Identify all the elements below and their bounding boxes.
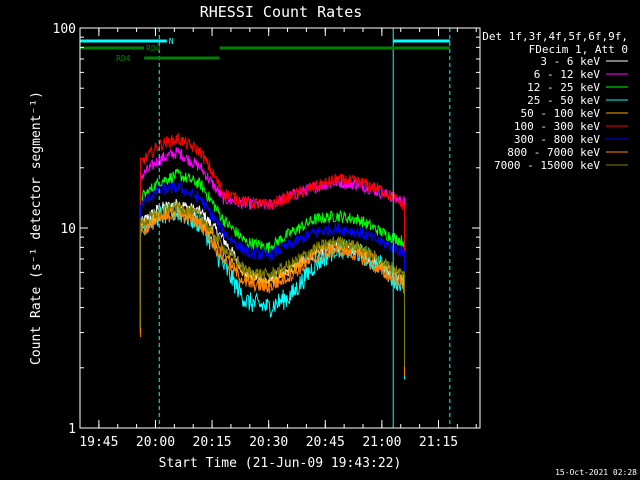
annotation-label-rd4: RD4 (116, 54, 131, 63)
x-tick-label: 21:00 (362, 435, 401, 450)
annotation-label-rd0: RD0 (146, 44, 161, 53)
legend-header-line: FDecim 1, Att 0 (529, 43, 628, 56)
legend-label-25-50-kev: 25 - 50 keV (527, 94, 600, 107)
series-layer (139, 132, 405, 380)
x-tick-label: 21:15 (419, 435, 458, 450)
y-tick-label: 1 (68, 422, 76, 437)
y-tick-label: 10 (60, 222, 76, 237)
x-tick-label: 19:45 (79, 435, 118, 450)
legend-label-6-12-kev: 6 - 12 keV (534, 68, 601, 81)
legend-label-7000-15000-kev: 7000 - 15000 keV (494, 159, 600, 172)
legend-label-12-25-kev: 12 - 25 keV (527, 81, 600, 94)
x-axis-label: Start Time (21-Jun-09 19:43:22) (159, 456, 402, 471)
series-line-12-25-kev (139, 168, 405, 334)
series-line-7000-15000-kev (139, 200, 405, 367)
x-tick-label: 20:45 (306, 435, 345, 450)
legend-label-100-300-kev: 100 - 300 keV (514, 120, 600, 133)
series-line-300-800-kev (139, 181, 405, 345)
x-tick-label: 20:00 (136, 435, 175, 450)
series-line-800-7000-kev (139, 208, 405, 376)
x-tick-label: 20:15 (193, 435, 232, 450)
legend: Det 1f,3f,4f,5f,6f,9f,FDecim 1, Att 03 -… (482, 30, 628, 172)
y-tick-label: 100 (53, 22, 76, 37)
legend-label-800-7000-kev: 800 - 7000 keV (507, 146, 600, 159)
legend-label-50-100-kev: 50 - 100 keV (521, 107, 601, 120)
footer-timestamp: 15-Oct-2021 02:28 (555, 468, 637, 477)
axes: 19:45 20:00 20:15 20:30 20:45 21:00 21:15 1 10 10… (53, 22, 480, 450)
legend-label-3-6-kev: 3 - 6 keV (540, 55, 600, 68)
annotation-label-n: N (169, 37, 174, 46)
y-axis-label: Count Rate (s⁻¹ detector segment⁻¹) (29, 91, 44, 365)
legend-label-300-800-kev: 300 - 800 keV (514, 133, 600, 146)
annotation-bars: N RD0 RD4 (80, 37, 450, 63)
series-line-100-300-kev (139, 132, 405, 297)
x-tick-label: 20:30 (249, 435, 288, 450)
legend-header-line: Det 1f,3f,4f,5f,6f,9f, (482, 30, 628, 43)
chart-title: RHESSI Count Rates (200, 3, 363, 21)
